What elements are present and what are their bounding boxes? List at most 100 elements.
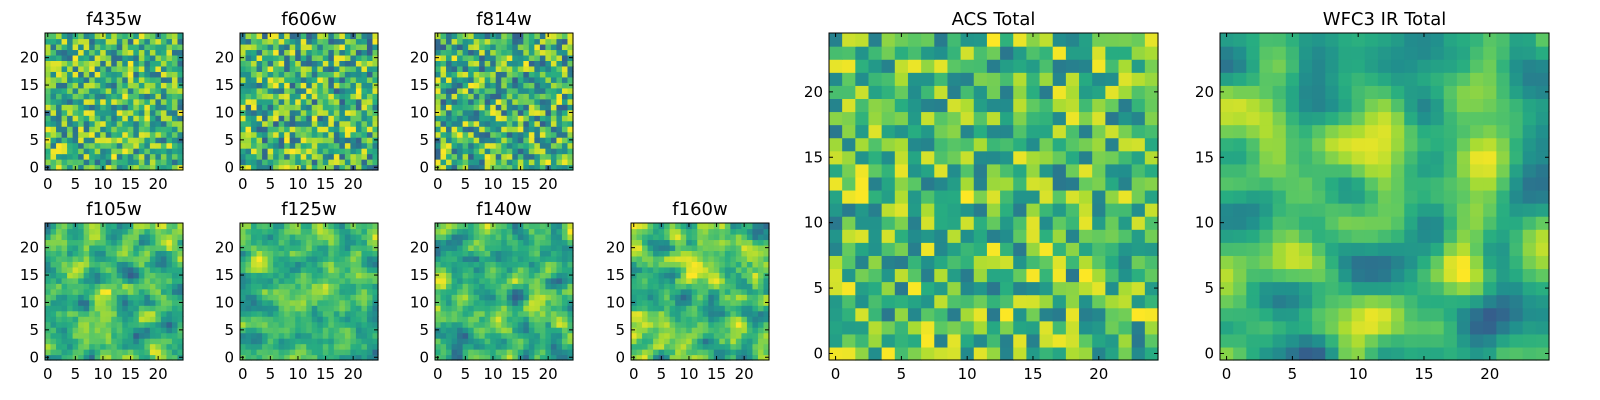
heatmap-cell bbox=[89, 244, 96, 251]
heatmap-cell bbox=[111, 148, 118, 155]
heatmap-cell bbox=[155, 332, 162, 339]
heatmap-cell bbox=[1118, 255, 1133, 270]
heatmap-cell bbox=[138, 164, 145, 171]
heatmap-cell bbox=[691, 310, 698, 317]
heatmap-cell bbox=[105, 93, 112, 100]
heatmap-cell bbox=[328, 321, 335, 328]
heatmap-cell bbox=[567, 142, 574, 149]
heatmap-cell bbox=[289, 54, 296, 61]
heatmap-cell bbox=[333, 120, 340, 127]
heatmap-cell bbox=[829, 320, 843, 335]
heatmap-cell bbox=[366, 76, 374, 83]
heatmap-cell bbox=[528, 310, 535, 317]
heatmap-cell bbox=[1013, 229, 1027, 243]
heatmap-cell bbox=[144, 233, 151, 241]
heatmap-cell bbox=[94, 87, 101, 94]
heatmap-cell bbox=[350, 228, 357, 235]
heatmap-cell bbox=[262, 310, 269, 317]
heatmap-cell bbox=[61, 233, 68, 241]
heatmap-cell bbox=[245, 71, 252, 78]
heatmap-cell bbox=[300, 223, 307, 230]
heatmap-cell bbox=[435, 332, 442, 339]
heatmap-cell bbox=[675, 244, 682, 251]
heatmap-cell bbox=[724, 255, 731, 262]
heatmap-cell bbox=[94, 233, 101, 241]
heatmap-cell bbox=[256, 233, 263, 241]
heatmap-cell bbox=[1000, 216, 1014, 230]
heatmap-cell bbox=[512, 87, 519, 94]
heatmap-cell bbox=[495, 294, 502, 301]
heatmap-cell bbox=[122, 321, 129, 328]
heatmap-cell bbox=[160, 54, 168, 61]
heatmap-cell bbox=[1131, 307, 1146, 322]
heatmap-cell bbox=[490, 321, 497, 328]
y-tick-label: 0 bbox=[224, 158, 234, 176]
heatmap-cell bbox=[56, 93, 63, 100]
heatmap-cell bbox=[435, 38, 442, 45]
heatmap-cell bbox=[724, 266, 731, 273]
heatmap-cell bbox=[479, 299, 486, 306]
heatmap-cell bbox=[306, 82, 313, 89]
heatmap-cell bbox=[355, 142, 363, 149]
heatmap-cell bbox=[1131, 242, 1146, 256]
heatmap-cell bbox=[100, 120, 107, 127]
heatmap-cell bbox=[523, 115, 530, 122]
heatmap-cell bbox=[67, 159, 74, 166]
y-tick-label: 0 bbox=[224, 348, 234, 366]
heatmap-cell bbox=[1065, 163, 1080, 178]
heatmap-cell bbox=[111, 338, 118, 345]
heatmap-cell bbox=[306, 164, 313, 171]
heatmap-cell bbox=[127, 277, 134, 284]
heatmap-cell bbox=[567, 60, 574, 67]
heatmap-cell bbox=[138, 65, 145, 72]
heatmap-cell bbox=[45, 233, 52, 241]
heatmap-cell bbox=[45, 288, 52, 295]
heatmap-cell bbox=[289, 142, 296, 149]
heatmap-cell bbox=[105, 49, 112, 56]
heatmap-cell bbox=[495, 266, 502, 273]
heatmap-cell bbox=[311, 142, 318, 149]
heatmap-cell bbox=[262, 244, 269, 251]
heatmap-cell bbox=[295, 38, 302, 45]
heatmap-cell bbox=[72, 233, 79, 241]
heatmap-cell bbox=[295, 272, 302, 279]
heatmap-cell bbox=[160, 49, 168, 56]
heatmap-cell bbox=[479, 233, 486, 241]
heatmap-cell bbox=[451, 305, 458, 312]
heatmap-cell bbox=[267, 115, 274, 122]
heatmap-cell bbox=[934, 163, 949, 178]
heatmap-cell bbox=[986, 176, 1001, 191]
heatmap-cell bbox=[512, 60, 519, 67]
heatmap-cell bbox=[160, 76, 168, 83]
heatmap-cell bbox=[479, 109, 486, 116]
heatmap-cell bbox=[322, 316, 329, 323]
heatmap-cell bbox=[289, 277, 296, 284]
heatmap-cell bbox=[528, 87, 535, 94]
heatmap-cell bbox=[636, 266, 643, 273]
heatmap-cell bbox=[457, 159, 464, 166]
heatmap-cell bbox=[333, 310, 340, 317]
heatmap-cell bbox=[256, 142, 263, 149]
heatmap-cell bbox=[631, 343, 638, 350]
heatmap-cell bbox=[490, 142, 497, 149]
heatmap-cell bbox=[468, 38, 475, 45]
heatmap-cell bbox=[473, 76, 480, 83]
heatmap-cell bbox=[446, 299, 453, 306]
heatmap-cell bbox=[350, 294, 357, 301]
heatmap-cell bbox=[245, 272, 252, 279]
heatmap-cell bbox=[138, 239, 145, 246]
heatmap-cell bbox=[545, 283, 552, 290]
heatmap-cell bbox=[166, 65, 173, 72]
heatmap-cell bbox=[317, 76, 324, 83]
heatmap-cell bbox=[256, 305, 263, 312]
heatmap-cell bbox=[484, 327, 491, 334]
heatmap-cell bbox=[138, 153, 145, 160]
heatmap-cell bbox=[561, 228, 569, 235]
heatmap-cell bbox=[473, 109, 480, 116]
heatmap-cell bbox=[284, 239, 291, 246]
heatmap-cell bbox=[545, 338, 552, 345]
heatmap-cell bbox=[50, 283, 57, 290]
heatmap-cell bbox=[1079, 268, 1093, 283]
heatmap-cell bbox=[512, 239, 519, 246]
heatmap-cell bbox=[757, 332, 765, 339]
